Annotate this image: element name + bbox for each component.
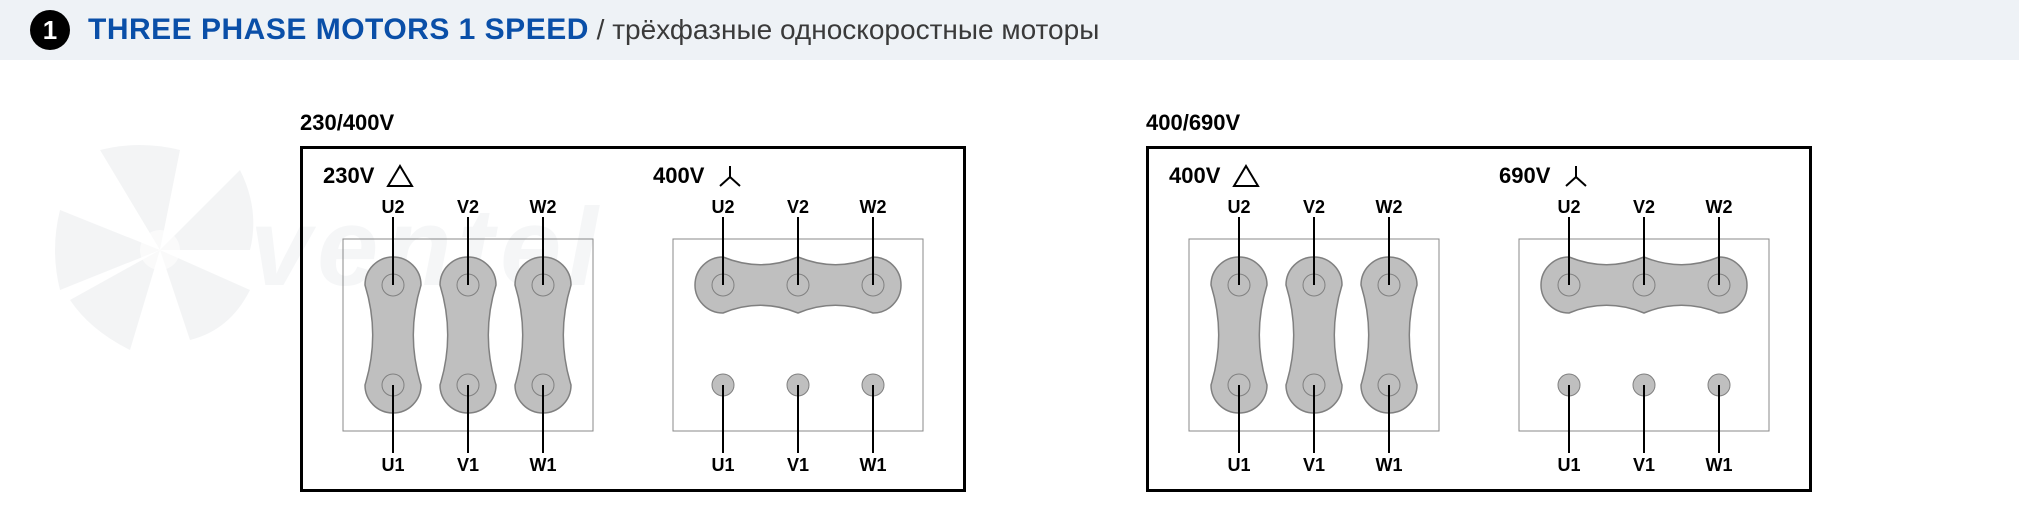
terminal-box: U2 U1 V2 V1 W2 W1	[323, 195, 613, 475]
sub-diagram: 400V U2 U1 V2 V1 W2 W1	[633, 149, 963, 489]
star-icon	[716, 164, 744, 188]
section-number-text: 1	[43, 15, 57, 46]
voltage-group: 400/690V 400V U2 U1 V2 V1 W2 W1 690V	[1146, 110, 1812, 492]
voltage-row: 230V	[323, 163, 613, 189]
svg-text:U1: U1	[1227, 455, 1250, 475]
voltage-group: 230/400V 230V U2 U1 V2 V1 W2 W1 400V	[300, 110, 966, 492]
delta-icon	[1232, 164, 1260, 188]
sub-diagram: 400V U2 U1 V2 V1 W2 W1	[1149, 149, 1479, 489]
voltage-label: 230V	[323, 163, 374, 189]
svg-text:W2: W2	[860, 197, 887, 217]
terminal-box: U2 U1 V2 V1 W2 W1	[653, 195, 943, 475]
svg-text:U1: U1	[1557, 455, 1580, 475]
voltage-row: 400V	[653, 163, 943, 189]
svg-text:W1: W1	[860, 455, 887, 475]
voltage-label: 400V	[653, 163, 704, 189]
terminal-diagram-svg: U2 U1 V2 V1 W2 W1	[1169, 195, 1459, 475]
header-title: THREE PHASE MOTORS 1 SPEED / трёхфазные …	[88, 13, 1099, 47]
svg-text:W1: W1	[1706, 455, 1733, 475]
svg-text:W2: W2	[1706, 197, 1733, 217]
terminal-diagram-svg: U2 U1 V2 V1 W2 W1	[1499, 195, 1789, 475]
delta-icon	[386, 164, 414, 188]
svg-text:W1: W1	[530, 455, 557, 475]
svg-text:W2: W2	[530, 197, 557, 217]
terminal-box: U2 U1 V2 V1 W2 W1	[1169, 195, 1459, 475]
title-main: THREE PHASE MOTORS 1 SPEED	[88, 13, 589, 46]
svg-text:V2: V2	[787, 197, 809, 217]
svg-text:V1: V1	[1633, 455, 1655, 475]
terminal-diagram-svg: U2 U1 V2 V1 W2 W1	[323, 195, 613, 475]
title-sub: / трёхфазные односкоростные моторы	[589, 14, 1099, 45]
svg-text:V2: V2	[457, 197, 479, 217]
sub-diagram: 230V U2 U1 V2 V1 W2 W1	[303, 149, 633, 489]
section-number-badge: 1	[30, 10, 70, 50]
group-box: 400V U2 U1 V2 V1 W2 W1 690V	[1146, 146, 1812, 492]
svg-text:U2: U2	[711, 197, 734, 217]
voltage-label: 690V	[1499, 163, 1550, 189]
svg-text:W2: W2	[1376, 197, 1403, 217]
terminal-box: U2 U1 V2 V1 W2 W1	[1499, 195, 1789, 475]
voltage-label: 400V	[1169, 163, 1220, 189]
svg-text:V1: V1	[1303, 455, 1325, 475]
group-box: 230V U2 U1 V2 V1 W2 W1 400V	[300, 146, 966, 492]
svg-text:V2: V2	[1303, 197, 1325, 217]
voltage-row: 690V	[1499, 163, 1789, 189]
header-bar: 1 THREE PHASE MOTORS 1 SPEED / трёхфазны…	[0, 0, 2019, 60]
terminal-diagram-svg: U2 U1 V2 V1 W2 W1	[653, 195, 943, 475]
svg-text:U2: U2	[1227, 197, 1250, 217]
voltage-row: 400V	[1169, 163, 1459, 189]
group-label: 230/400V	[300, 110, 966, 136]
content-area: ventel 230/400V 230V U2U1V2V1W2W1	[0, 60, 2019, 532]
svg-text:U1: U1	[711, 455, 734, 475]
group-label: 400/690V	[1146, 110, 1812, 136]
star-icon	[1562, 164, 1590, 188]
svg-text:V1: V1	[787, 455, 809, 475]
svg-text:U1: U1	[381, 455, 404, 475]
svg-text:U2: U2	[381, 197, 404, 217]
svg-text:U2: U2	[1557, 197, 1580, 217]
svg-text:V2: V2	[1633, 197, 1655, 217]
sub-diagram: 690V U2 U1 V2 V1 W2 W1	[1479, 149, 1809, 489]
svg-text:V1: V1	[457, 455, 479, 475]
svg-text:W1: W1	[1376, 455, 1403, 475]
